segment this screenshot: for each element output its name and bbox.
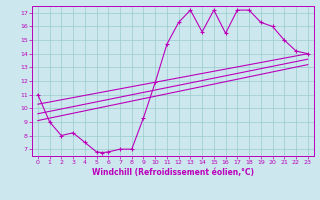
X-axis label: Windchill (Refroidissement éolien,°C): Windchill (Refroidissement éolien,°C) [92,168,254,177]
